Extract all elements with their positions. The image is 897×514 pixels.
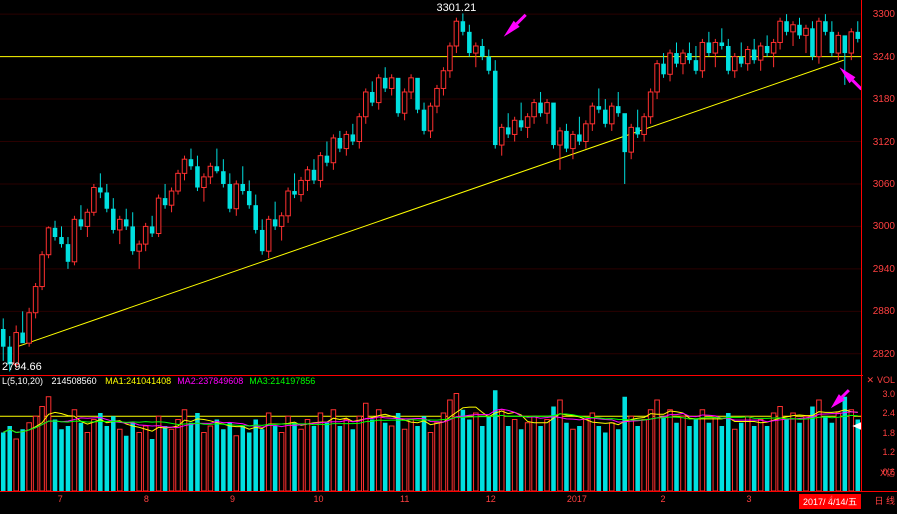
- ma-label: MA2:237849608: [177, 376, 243, 386]
- price-tick: 3300: [873, 9, 895, 20]
- month-label: 10: [314, 494, 324, 504]
- month-label: 11: [400, 494, 409, 504]
- price-panel[interactable]: [0, 0, 861, 375]
- stock-chart: 2820 2880 2940 3000 3060 3120 3180 3240 3300 330…: [0, 0, 897, 514]
- timeframe-label: 日 线: [874, 494, 895, 507]
- ma-label: MA3:214197856: [249, 376, 315, 386]
- price-svg: [0, 0, 861, 375]
- low-price-label: 2794.66: [2, 361, 42, 373]
- month-label: 12: [486, 494, 496, 504]
- vol-tick: 0.6: [882, 467, 895, 477]
- price-tick: 3060: [873, 179, 895, 190]
- vol-tag: VOL: [877, 375, 895, 385]
- month-label: 8: [144, 494, 149, 504]
- month-label: 4: [828, 494, 833, 504]
- vol-params: L(5,10,20): [2, 376, 43, 386]
- close-icon[interactable]: ✕: [866, 375, 874, 386]
- price-tick: 3120: [873, 137, 895, 148]
- ma-label: MA1:241041408: [105, 376, 171, 386]
- peak-price-label: 3301.21: [436, 2, 476, 14]
- month-label: 2: [660, 494, 665, 504]
- vol-tick: 2.4: [882, 408, 895, 418]
- month-label: 2017: [567, 494, 587, 504]
- month-label: 7: [58, 494, 63, 504]
- price-tick: 3180: [873, 94, 895, 105]
- volume-panel[interactable]: [0, 387, 861, 491]
- vol-tick: 1.2: [882, 447, 895, 457]
- price-tick: 3240: [873, 52, 895, 63]
- price-tick: 3000: [873, 221, 895, 232]
- volume-svg: [0, 387, 861, 491]
- price-tick: 2880: [873, 306, 895, 317]
- vol-value: 214508560: [52, 376, 97, 386]
- price-tick: 2820: [873, 349, 895, 360]
- price-tick: 2940: [873, 264, 895, 275]
- vol-tick: 1.8: [882, 428, 895, 438]
- price-y-axis: 2820 2880 2940 3000 3060 3120 3180 3240 3300: [861, 0, 897, 375]
- month-label: 9: [230, 494, 235, 504]
- x-axis: 2017/ 4/14/五 日 线 7891011122017234: [0, 491, 897, 514]
- month-label: 3: [747, 494, 752, 504]
- vol-tick: 3.0: [882, 389, 895, 399]
- volume-y-axis: VOL ✕ X亿 0.61.21.82.43.0: [861, 375, 897, 491]
